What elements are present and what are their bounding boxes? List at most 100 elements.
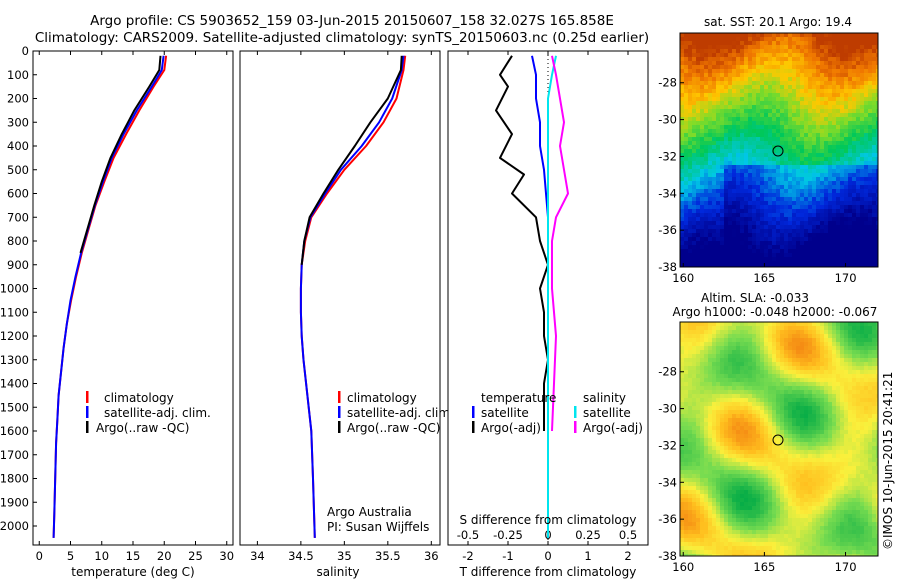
map-cell — [788, 125, 793, 130]
map-cell — [796, 442, 801, 447]
map-cell — [728, 454, 733, 459]
map-cell — [872, 65, 877, 70]
map-cell — [864, 229, 869, 234]
map-cell — [700, 197, 705, 202]
map-cell — [720, 189, 725, 194]
map-cell — [832, 442, 837, 447]
map-cell — [780, 97, 785, 102]
map-cell — [844, 354, 849, 359]
map-cell — [752, 197, 757, 202]
map-cell — [852, 121, 857, 126]
map-cell — [716, 37, 721, 42]
map-cell — [708, 350, 713, 355]
map-cell — [728, 69, 733, 74]
map-cell — [684, 249, 689, 254]
map-cell — [872, 121, 877, 126]
map-cell — [712, 65, 717, 70]
map-cell — [784, 141, 789, 146]
map-cell — [796, 221, 801, 226]
map-cell — [736, 41, 741, 46]
map-cell — [680, 225, 685, 230]
map-cell — [684, 101, 689, 106]
map-cell — [848, 53, 853, 58]
map-cell — [724, 137, 729, 142]
map-cell — [680, 181, 685, 186]
map-cell — [792, 442, 797, 447]
map-cell — [756, 446, 761, 451]
map-cell — [708, 470, 713, 475]
map-cell — [784, 45, 789, 50]
map-cell — [800, 394, 805, 399]
map-cell — [800, 354, 805, 359]
map-cell — [716, 414, 721, 419]
map-cell — [860, 261, 865, 266]
map-cell — [692, 265, 697, 267]
map-cell — [776, 61, 781, 66]
map-cell — [852, 169, 857, 174]
map-cell — [872, 193, 877, 198]
map-cell — [772, 41, 777, 46]
map-cell — [764, 81, 769, 86]
map-cell — [840, 245, 845, 250]
map-cell — [780, 57, 785, 62]
map-cell — [860, 253, 865, 258]
map-cell — [756, 470, 761, 475]
map-cell — [800, 125, 805, 130]
map-cell — [760, 346, 765, 351]
map-cell — [720, 430, 725, 435]
map-cell — [752, 458, 757, 463]
map-cell — [692, 145, 697, 150]
map-cell — [860, 57, 865, 62]
y-tick-label: 800 — [7, 234, 29, 248]
map-cell — [696, 141, 701, 146]
map-cell — [844, 362, 849, 367]
map-cell — [856, 410, 861, 415]
map-cell — [876, 342, 878, 347]
map-cell — [848, 141, 853, 146]
map-cell — [728, 438, 733, 443]
map-cell — [684, 418, 689, 423]
map-cell — [736, 217, 741, 222]
map-cell — [752, 241, 757, 246]
map-cell — [812, 105, 817, 110]
map-cell — [848, 390, 853, 395]
map-cell — [856, 374, 861, 379]
map-cell — [804, 382, 809, 387]
map-cell — [756, 109, 761, 114]
map-cell — [720, 253, 725, 258]
map-cell — [688, 334, 693, 339]
map-cell — [764, 394, 769, 399]
map-cell — [836, 450, 841, 455]
map-cell — [796, 129, 801, 134]
map-cell — [844, 165, 849, 170]
map-cell — [876, 237, 878, 242]
map-cell — [724, 398, 729, 403]
map-cell — [844, 414, 849, 419]
map-cell — [824, 145, 829, 150]
map-cell — [696, 253, 701, 258]
map-cell — [824, 438, 829, 443]
map-cell — [708, 189, 713, 194]
map-cell — [808, 330, 813, 335]
map-cell — [744, 241, 749, 246]
map-cell — [732, 153, 737, 158]
map-cell — [704, 49, 709, 54]
map-cell — [876, 101, 878, 106]
map-cell — [748, 197, 753, 202]
map-cell — [828, 342, 833, 347]
map-cell — [788, 197, 793, 202]
map-cell — [784, 334, 789, 339]
map-cell — [756, 197, 761, 202]
map-cell — [864, 450, 869, 455]
map-cell — [860, 113, 865, 118]
map-cell — [876, 217, 878, 222]
map-cell — [856, 342, 861, 347]
map-cell — [860, 237, 865, 242]
map-cell — [820, 253, 825, 258]
map-cell — [784, 414, 789, 419]
map-cell — [872, 237, 877, 242]
map-cell — [768, 165, 773, 170]
map-cell — [840, 257, 845, 262]
map-cell — [736, 109, 741, 114]
map-cell — [740, 221, 745, 226]
